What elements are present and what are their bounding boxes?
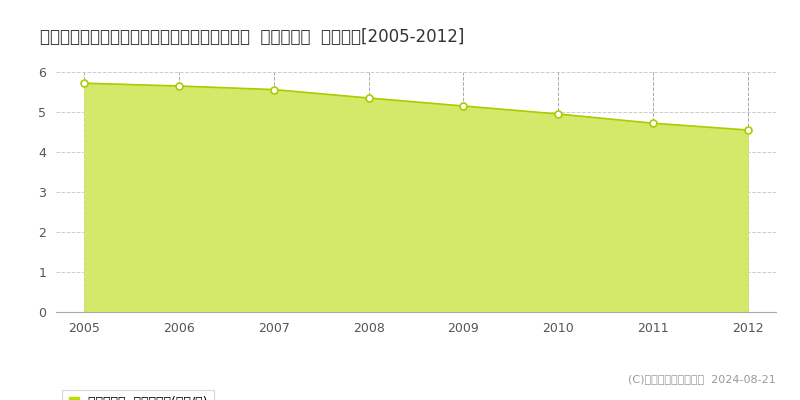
Text: (C)土地価格ドットコム  2024-08-21: (C)土地価格ドットコム 2024-08-21 xyxy=(628,374,776,384)
Point xyxy=(267,86,280,93)
Point xyxy=(552,111,565,117)
Text: 福井県三方上中郡若狭町成出１８号柳２番１外  基準地価格  地価推移[2005-2012]: 福井県三方上中郡若狭町成出１８号柳２番１外 基準地価格 地価推移[2005-20… xyxy=(40,28,464,46)
Point xyxy=(646,120,659,126)
Point xyxy=(457,103,470,109)
Point xyxy=(78,80,91,86)
Point xyxy=(362,95,375,101)
Point xyxy=(741,127,754,133)
Point xyxy=(173,83,186,89)
Legend: 基準地価格  平均坪単価(万円/坪): 基準地価格 平均坪単価(万円/坪) xyxy=(62,390,214,400)
